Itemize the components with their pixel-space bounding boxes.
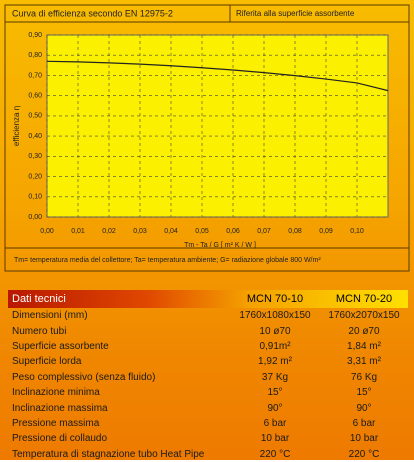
y-tick-label: 0,50 [28,113,42,120]
table-cell: 76 Kg [350,371,378,383]
y-tick-label: 0,40 [28,133,42,140]
table-cell: 90° [267,402,283,414]
table-row: Peso complessivo (senza fluido) 37 Kg 76 K… [8,370,408,385]
table-cell: 10 ø70 [259,325,291,337]
data-table: Dati tecnici MCN 70-10 MCN 70-20 Dimensioni… [8,290,408,462]
table-cell: 37 Kg [261,371,289,383]
table-cell: Inclinazione minima [12,387,100,399]
table-row: Superficie assorbente 0,91m² 1,84 m² [8,339,408,354]
table-cell: 10 bar [260,433,290,445]
x-tick-label: 0,04 [164,228,178,235]
x-tick-label: 0,02 [102,228,116,235]
x-tick-label: 0,05 [195,228,209,235]
table-row: Inclinazione massima 90° 90° [8,400,408,415]
table-cell: 10 bar [349,433,379,445]
chart-subtitle: Riferita alla superficie assorbente [236,9,355,18]
chart-note: Tm= temperatura media del collettore; Ta… [14,257,321,264]
table-cell: Pressione di collaudo [12,433,108,445]
table-cell: 0,91m² [259,340,291,352]
x-tick-label: 0,10 [350,228,364,235]
x-tick-label: 0,00 [40,228,54,235]
x-tick-label: 0,08 [288,228,302,235]
x-tick-label: 0,03 [133,228,147,235]
y-tick-label: 0,30 [28,153,42,160]
table-cell: Superficie assorbente [12,340,109,352]
y-axis-label: efficienza η [12,106,21,146]
table-cell: Temperatura di stagnazione tubo Heat Pip… [12,448,205,460]
chart-frame [4,4,410,272]
x-tick-label: 0,06 [226,228,240,235]
table-row: Numero tubi 10 ø70 20 ø70 [8,323,408,338]
table-cell: 1760x2070x150 [328,310,400,322]
x-tick-label: 0,09 [319,228,333,235]
table-cell: 6 bar [263,417,287,429]
table-row: Dimensioni (mm) 1760x1080x150 1760x2070x15… [8,308,408,323]
y-tick-label: 0,70 [28,72,42,79]
table-cell: 90° [356,402,372,414]
x-tick-label: 0,01 [71,228,85,235]
table-cell: Inclinazione massima [12,402,108,414]
table-cell: Dimensioni (mm) [12,310,88,322]
table-row: Pressione di collaudo 10 bar 10 bar [8,431,408,446]
table-cell: 1,84 m² [347,340,381,352]
table-cell: Superficie lorda [12,356,82,368]
table-row: Temperatura di stagnazione tubo Heat Pip… [8,447,408,462]
table-cell: 15° [267,387,283,399]
y-tick-label: 0,60 [28,93,42,100]
efficiency-curve [46,60,389,92]
table-row: Superficie lorda 1,92 m² 3,31 m² [8,354,408,369]
table-cell: Numero tubi [12,325,67,337]
table-row: Inclinazione minima 15° 15° [8,385,408,400]
table-cell: Pressione massima [12,417,100,429]
table-header: Dati tecnici MCN 70-10 MCN 70-20 [8,290,408,308]
table-cell: 1,92 m² [258,356,292,368]
table-cell: MCN 70-20 [335,293,393,305]
y-tick-label: 0,20 [28,173,42,180]
table-cell: MCN 70-10 [246,293,304,305]
table-cell: 6 bar [352,417,376,429]
chart-title: Curva di efficienza secondo EN 12975-2 [12,8,173,18]
y-tick-label: 0,80 [28,52,42,59]
table-row: Pressione massima 6 bar 6 bar [8,416,408,431]
x-axis-label: Tm - Ta / G [ m² K / W ] [184,242,256,249]
table-cell: 1760x1080x150 [239,310,311,322]
table-cell: 220 °C [259,448,291,460]
table-cell: Peso complessivo (senza fluido) [12,371,156,383]
table-cell: Dati tecnici [12,293,66,305]
table-cell: 15° [356,387,372,399]
y-tick-label: 0,10 [28,194,42,201]
x-tick-label: 0,07 [257,228,271,235]
chart: Curva di efficienza secondo EN 12975-2 R… [4,4,410,272]
plot-area [46,34,389,218]
table-cell: 3,31 m² [347,356,381,368]
table-cell: 220 °C [348,448,380,460]
y-tick-label: 0,00 [28,214,42,221]
table-cell: 20 ø70 [348,325,380,337]
y-tick-label: 0,90 [28,32,42,39]
